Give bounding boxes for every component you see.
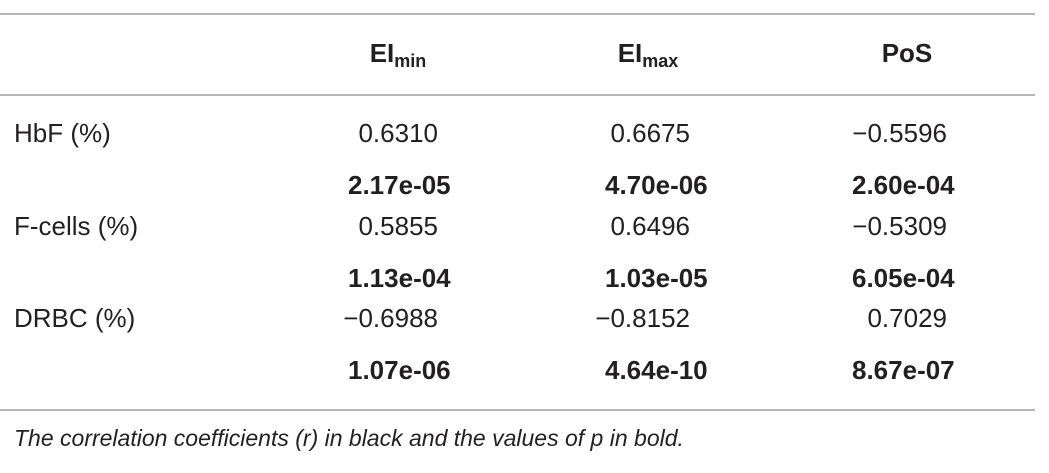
r-value: 0.5855: [358, 211, 438, 241]
row-label: F-cells (%): [14, 211, 138, 241]
header-main: EI: [618, 38, 643, 68]
p-value: 1.07e-06: [348, 355, 451, 385]
column-header: EImin: [370, 38, 427, 71]
header-sub: min: [394, 51, 426, 71]
r-value: −0.8152: [595, 303, 690, 333]
r-value: 0.7029: [867, 303, 947, 333]
r-value: 0.6496: [610, 211, 690, 241]
column-header: PoS: [882, 38, 933, 68]
column-header: EImax: [618, 38, 679, 71]
row-label: DRBC (%): [14, 303, 135, 333]
p-value: 1.13e-04: [348, 263, 451, 293]
header-main: EI: [370, 38, 395, 68]
r-value: −0.5596: [852, 118, 947, 148]
p-value: 4.64e-10: [605, 355, 708, 385]
p-value: 8.67e-07: [852, 355, 955, 385]
footnote: The correlation coefficients (r) in blac…: [14, 425, 684, 451]
p-value: 6.05e-04: [852, 263, 955, 293]
p-value: 2.60e-04: [852, 170, 955, 200]
header-sub: max: [642, 51, 678, 71]
r-value: 0.6310: [358, 118, 438, 148]
r-value: −0.6988: [343, 303, 438, 333]
p-value: 1.03e-05: [605, 263, 708, 293]
row-label: HbF (%): [14, 118, 111, 148]
r-value: −0.5309: [852, 211, 947, 241]
p-value: 4.70e-06: [605, 170, 708, 200]
p-value: 2.17e-05: [348, 170, 451, 200]
header-main: PoS: [882, 38, 933, 68]
r-value: 0.6675: [610, 118, 690, 148]
